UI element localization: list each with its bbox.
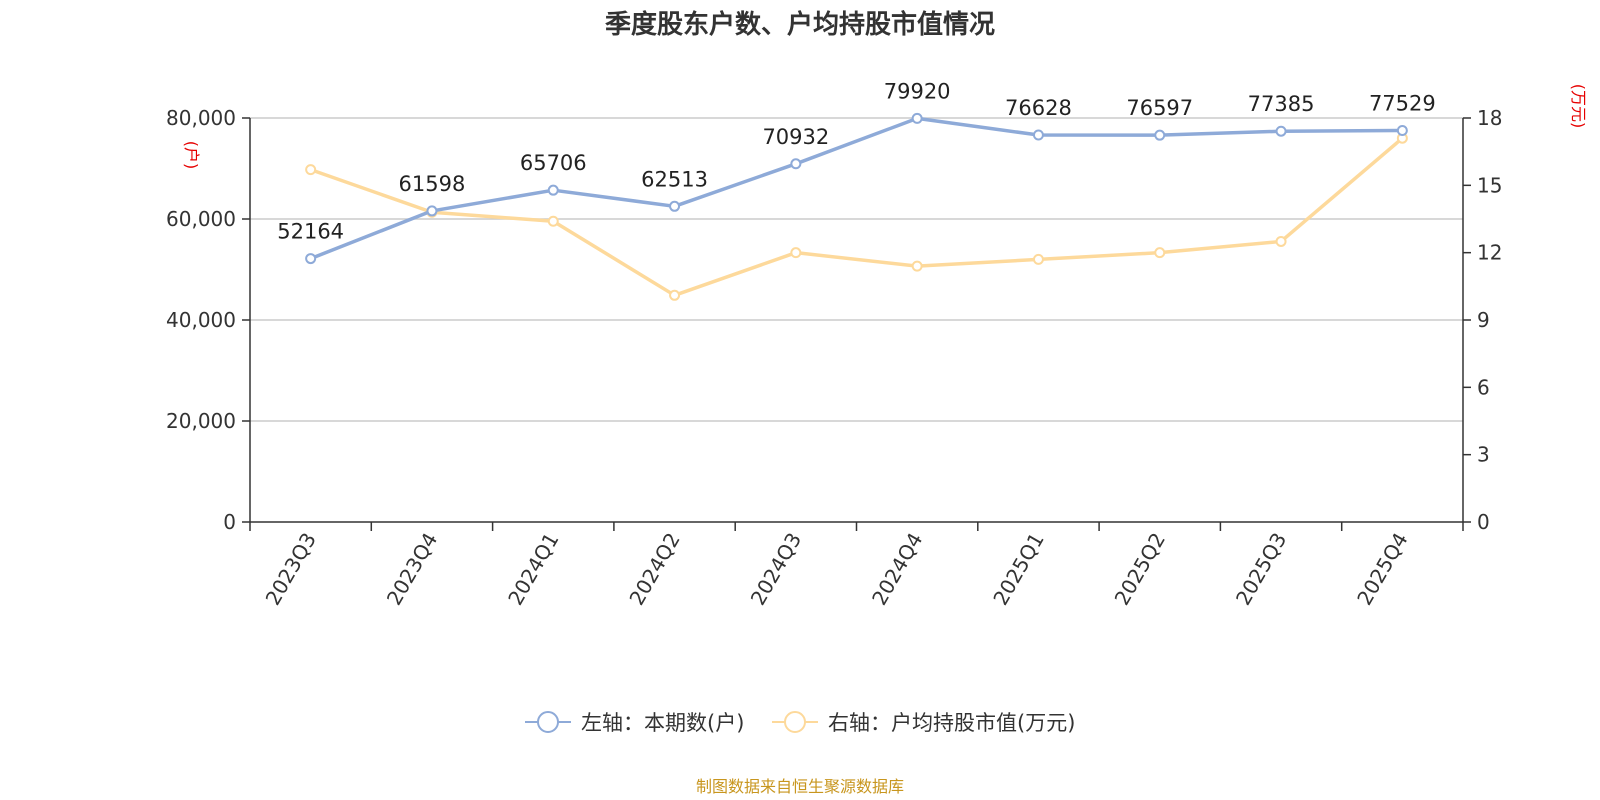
data-point-avg-holding-value bbox=[911, 260, 923, 272]
source-note: 制图数据来自恒生聚源数据库 bbox=[696, 777, 904, 796]
data-point-avg-holding-value bbox=[1275, 235, 1287, 247]
left-axis-tick-label: 20,000 bbox=[166, 409, 236, 433]
data-label: 52164 bbox=[277, 220, 344, 244]
data-point-holder-count bbox=[1275, 125, 1287, 137]
right-axis-tick-label: 12 bbox=[1477, 241, 1502, 265]
right-axis-tick-label: 9 bbox=[1477, 308, 1490, 332]
data-label: 77529 bbox=[1369, 91, 1436, 115]
legend-label: 右轴：户均持股市值(万元) bbox=[828, 711, 1075, 735]
grid-layer bbox=[250, 117, 1463, 422]
data-point-avg-holding-value bbox=[790, 247, 802, 259]
x-axis-tick-label: 2025Q1 bbox=[988, 529, 1048, 610]
right-axis-tick-label: 6 bbox=[1477, 375, 1490, 399]
x-axis-tick-label: 2025Q2 bbox=[1110, 529, 1170, 610]
x-axis-tick-label: 2024Q3 bbox=[746, 529, 806, 610]
data-point-avg-holding-value bbox=[305, 164, 317, 176]
series-layer bbox=[305, 112, 1408, 301]
data-point-holder-count bbox=[669, 200, 681, 212]
data-point-holder-count bbox=[547, 184, 559, 196]
left-axis-tick-label: 60,000 bbox=[166, 207, 236, 231]
data-label-layer: 52164 61598 65706 62513 70932 79920 76628 76597… bbox=[277, 79, 1436, 243]
data-point-holder-count bbox=[1154, 129, 1166, 141]
data-label: 79920 bbox=[884, 79, 951, 103]
right-axis-tick-label: 18 bbox=[1477, 106, 1502, 130]
legend-marker bbox=[784, 711, 806, 733]
data-point-avg-holding-value bbox=[669, 289, 681, 301]
legend-item: 右轴：户均持股市值(万元) bbox=[772, 711, 1075, 735]
data-label: 61598 bbox=[399, 172, 466, 196]
x-axis-tick-label: 2024Q1 bbox=[503, 529, 563, 610]
x-axis-tick-label: 2025Q3 bbox=[1231, 529, 1291, 610]
x-axis-tick-label: 2025Q4 bbox=[1352, 529, 1412, 610]
data-point-holder-count bbox=[426, 205, 438, 217]
data-point-holder-count bbox=[305, 253, 317, 265]
x-axis-tick-label: 2024Q4 bbox=[867, 529, 927, 610]
left-axis-tick-label: 40,000 bbox=[166, 308, 236, 332]
data-label: 70932 bbox=[762, 125, 829, 149]
right-axis-unit: (万元) bbox=[1569, 84, 1588, 129]
left-axis-unit: (户) bbox=[182, 141, 201, 170]
legend: 左轴：本期数(户) 右轴：户均持股市值(万元) bbox=[525, 711, 1075, 735]
data-label: 77385 bbox=[1248, 92, 1315, 116]
right-axis-tick-label: 0 bbox=[1477, 510, 1490, 534]
x-axis-tick-label: 2023Q4 bbox=[382, 529, 442, 610]
legend-label: 左轴：本期数(户) bbox=[581, 711, 744, 735]
x-axis-tick-label: 2023Q3 bbox=[261, 529, 321, 610]
chart-title: 季度股东户数、户均持股市值情况 bbox=[605, 9, 995, 40]
legend-marker bbox=[537, 711, 559, 733]
data-point-holder-count bbox=[911, 112, 923, 124]
left-axis-tick-label: 80,000 bbox=[166, 106, 236, 130]
right-axis-tick-label: 3 bbox=[1477, 443, 1490, 467]
x-axis-tick-label: 2024Q2 bbox=[624, 529, 684, 610]
legend-item: 左轴：本期数(户) bbox=[525, 711, 744, 735]
axes-layer: 0 20,000 40,000 60,000 80,000 0 3 6 9 12 15 18 2023Q… bbox=[166, 106, 1502, 609]
left-axis-tick-label: 0 bbox=[223, 510, 236, 534]
right-axis-tick-label: 15 bbox=[1477, 173, 1502, 197]
data-point-avg-holding-value bbox=[547, 215, 559, 227]
data-label: 76628 bbox=[1005, 96, 1072, 120]
series-line-holder-count bbox=[310, 116, 1403, 261]
data-point-avg-holding-value bbox=[1154, 247, 1166, 259]
data-label: 62513 bbox=[641, 167, 708, 191]
data-label: 76597 bbox=[1126, 96, 1193, 120]
data-point-avg-holding-value bbox=[1032, 253, 1044, 265]
data-point-holder-count bbox=[1032, 129, 1044, 141]
data-point-holder-count bbox=[790, 158, 802, 170]
data-point-holder-count bbox=[1396, 124, 1408, 136]
series-line-avg-holding-value bbox=[310, 136, 1404, 298]
data-label: 65706 bbox=[520, 151, 587, 175]
